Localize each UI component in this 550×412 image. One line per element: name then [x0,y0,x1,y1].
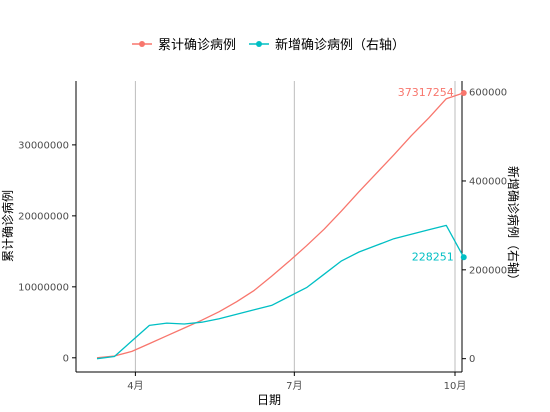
left-axis-title: 累计确诊病例 [0,190,15,262]
right-tick-label: 600000 [469,88,507,99]
gridlines [134,81,456,372]
x-axis-ticks: 4月 7月 10月 [127,372,466,392]
right-axis-title: 新增确诊病例（右轴） [506,166,521,286]
x-axis-title: 日期 [257,393,281,407]
series-end-label-cumulative: 37317254 [398,86,454,99]
series-line-new [96,224,465,360]
series-end-label-new: 228251 [412,250,454,263]
series-end-point-new [460,254,467,261]
left-tick-label: 20000000 [18,211,69,222]
legend: 累计确诊病例 新增确诊病例（右轴） [132,37,405,53]
x-tick-label: 4月 [127,380,143,392]
right-axis-ticks: 0 200000 400000 600000 [462,88,507,365]
left-tick-label: 10000000 [18,282,69,293]
right-tick-label: 200000 [469,265,507,276]
left-axis-ticks: 0 10000000 20000000 30000000 [18,140,76,364]
x-tick-label: 7月 [286,380,302,392]
x-tick-label: 10月 [444,380,467,392]
legend-label-new: 新增确诊病例（右轴） [275,37,405,53]
left-tick-label: 30000000 [18,140,69,151]
left-tick-label: 0 [63,353,69,364]
legend-label-cumulative: 累计确诊病例 [158,38,236,53]
series-layer: 37317254 228251 [96,86,467,360]
plot-panel [76,81,462,372]
legend-key-point-cumulative [139,41,145,47]
legend-key-point-new [256,41,262,47]
series-end-point-cumulative [460,89,467,96]
right-tick-label: 400000 [469,176,507,187]
series-line-cumulative [96,92,464,359]
right-tick-label: 0 [469,354,475,365]
